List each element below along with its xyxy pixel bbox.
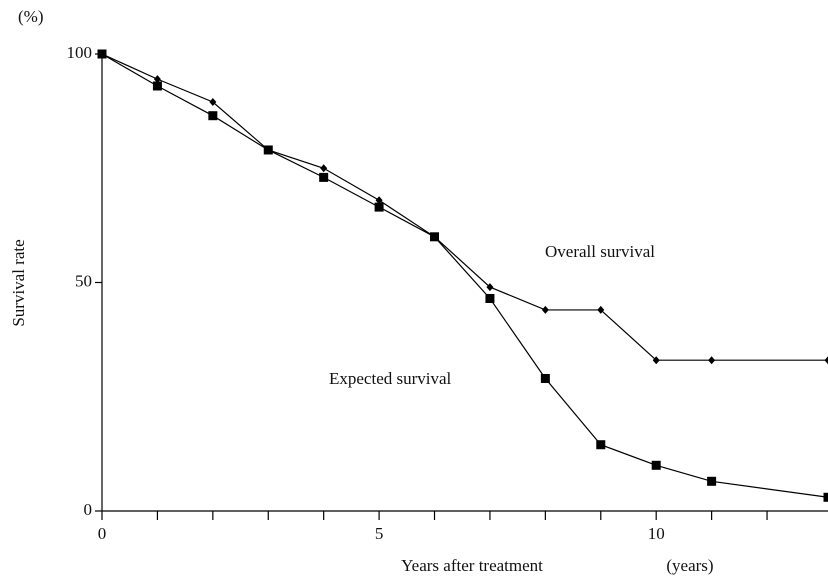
square-marker [485,293,495,303]
square-marker [596,440,606,450]
square-marker [152,81,162,91]
diamond-marker [824,356,828,365]
square-marker [208,111,218,121]
diamond-marker [652,356,660,365]
diamond-marker [320,164,328,173]
annotation: Expected survival [329,369,452,388]
diamond-marker [708,356,716,365]
x-tick-label: 0 [98,524,107,543]
square-marker [707,476,717,486]
square-marker [540,373,550,383]
series-line [101,53,828,498]
x-unit: (years) [666,556,713,575]
square-marker [651,460,661,470]
diamond-marker [375,196,383,205]
diamond-marker [597,305,605,314]
y-tick-label: 0 [84,500,93,519]
x-axis-label: Years after treatment [401,556,543,575]
series-line [101,53,828,361]
diamond-marker [486,283,494,292]
y-tick-label: 50 [75,271,92,290]
x-tick-label: 10 [648,524,665,543]
square-marker [823,492,828,502]
square-marker [374,202,384,212]
diamond-marker [209,97,217,106]
square-marker [430,232,440,242]
square-marker [263,145,273,155]
annotation: Overall survival [545,242,655,261]
y-unit: (%) [18,7,43,26]
y-axis-label: Survival rate [9,239,28,326]
y-tick-label: 100 [67,43,93,62]
diamond-marker [153,75,161,84]
square-marker [319,172,329,182]
x-tick-label: 5 [375,524,384,543]
square-marker [97,49,107,59]
diamond-marker [541,305,549,314]
